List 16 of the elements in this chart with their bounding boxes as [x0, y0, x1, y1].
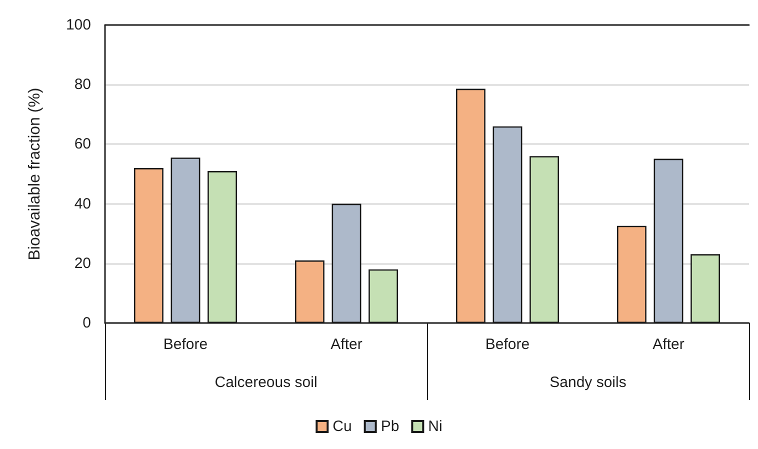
legend-label: Pb — [380, 418, 400, 435]
y-axis-title: Bioavailable fraction (%) — [26, 88, 44, 260]
y-tick-label: 40 — [74, 195, 91, 212]
y-tick-label: 20 — [74, 254, 91, 272]
y-tick-label: 0 — [82, 314, 91, 332]
y-tick-label: 100 — [66, 16, 91, 34]
x-tick-label: Before — [163, 336, 208, 353]
y-tick-label: 80 — [74, 76, 91, 94]
legend-label: Cu — [332, 418, 352, 435]
y-tick-label: 60 — [74, 136, 91, 153]
x-tick-label: After — [330, 336, 362, 353]
text: Calcereous soil — [214, 374, 318, 391]
legend-label: Ni — [428, 418, 442, 435]
x-tick-label: After — [652, 336, 684, 353]
text: Sandy soils — [550, 374, 626, 391]
x-tick-label: Before — [485, 336, 530, 353]
